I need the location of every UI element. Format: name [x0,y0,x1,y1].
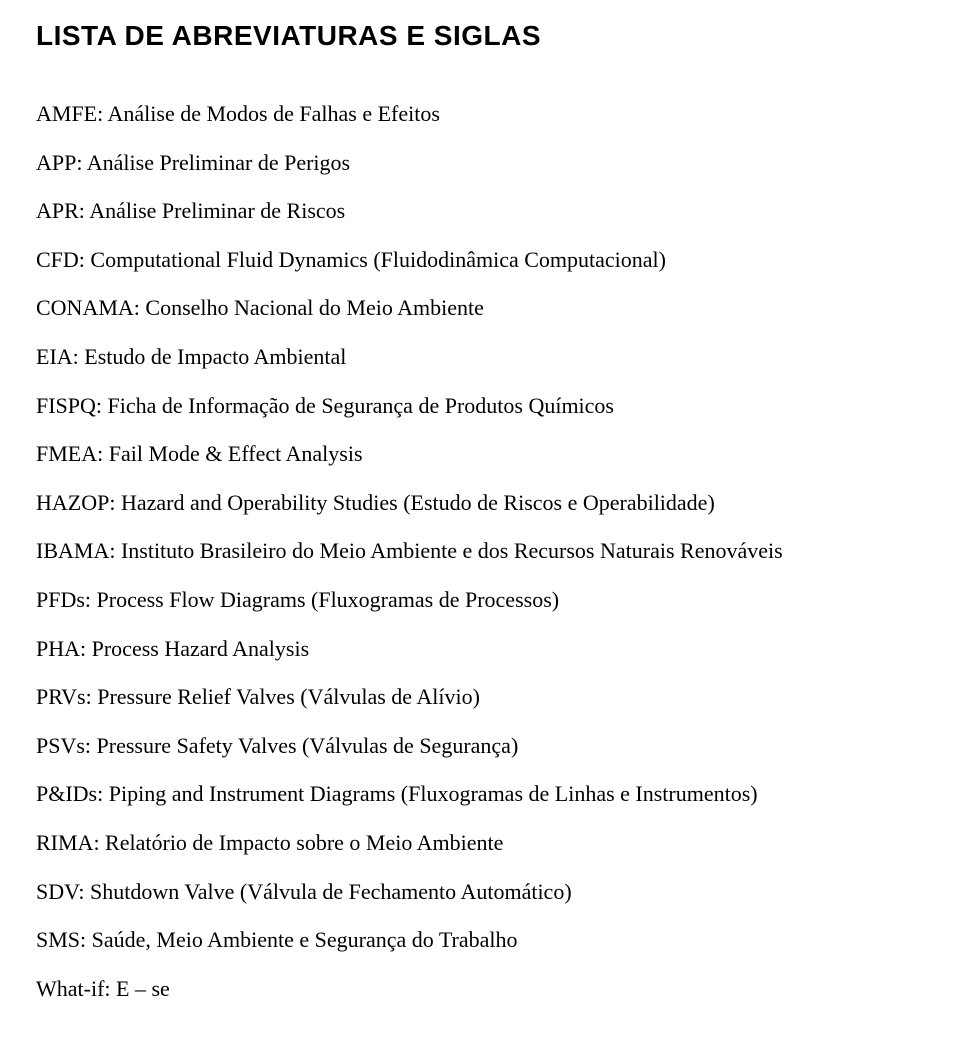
abbrev-entry: PRVs: Pressure Relief Valves (Válvulas d… [36,683,960,712]
abbrev-entry: CONAMA: Conselho Nacional do Meio Ambien… [36,294,960,323]
abbrev-entry: IBAMA: Instituto Brasileiro do Meio Ambi… [36,537,960,566]
abbrev-entry: APR: Análise Preliminar de Riscos [36,197,960,226]
abbrev-entry: P&IDs: Piping and Instrument Diagrams (F… [36,780,960,809]
abbrev-entry: FMEA: Fail Mode & Effect Analysis [36,440,960,469]
abbrev-entry: PSVs: Pressure Safety Valves (Válvulas d… [36,732,960,761]
abbrev-entry: What-if: E – se [36,975,960,1004]
abbrev-entry: RIMA: Relatório de Impacto sobre o Meio … [36,829,960,858]
abbrev-entry: APP: Análise Preliminar de Perigos [36,149,960,178]
abbrev-entry: EIA: Estudo de Impacto Ambiental [36,343,960,372]
page-title: LISTA DE ABREVIATURAS E SIGLAS [36,20,960,52]
abbrev-entry: SDV: Shutdown Valve (Válvula de Fechamen… [36,878,960,907]
abbrev-entry: AMFE: Análise de Modos de Falhas e Efeit… [36,100,960,129]
abbrev-entry: PHA: Process Hazard Analysis [36,635,960,664]
abbrev-entry: SMS: Saúde, Meio Ambiente e Segurança do… [36,926,960,955]
abbrev-entry: HAZOP: Hazard and Operability Studies (E… [36,489,960,518]
abbrev-list: AMFE: Análise de Modos de Falhas e Efeit… [36,100,960,1003]
abbrev-entry: CFD: Computational Fluid Dynamics (Fluid… [36,246,960,275]
abbrev-entry: PFDs: Process Flow Diagrams (Fluxogramas… [36,586,960,615]
abbrev-entry: FISPQ: Ficha de Informação de Segurança … [36,392,960,421]
